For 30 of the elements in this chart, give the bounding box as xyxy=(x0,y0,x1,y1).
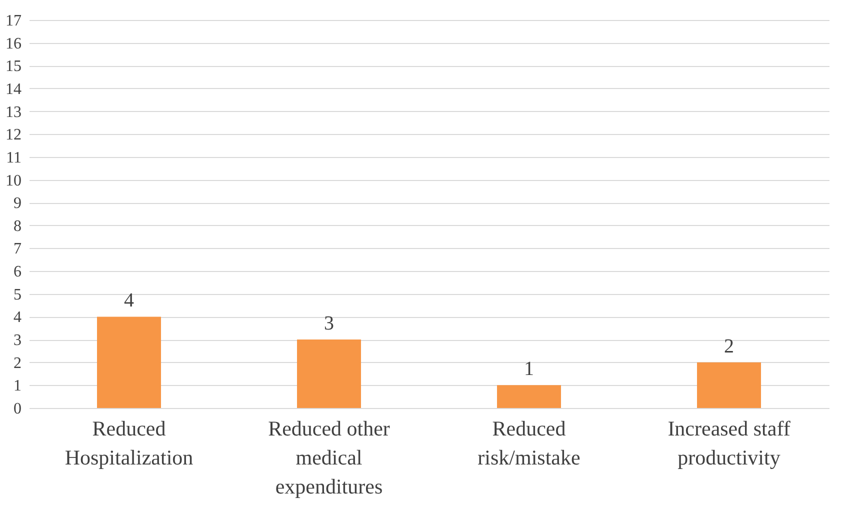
y-tick-label: 11 xyxy=(6,149,22,166)
y-tick-label: 5 xyxy=(14,286,22,304)
y-tick-label: 3 xyxy=(14,332,22,350)
bar xyxy=(297,340,361,408)
y-tick-label: 0 xyxy=(14,400,22,418)
data-label: 3 xyxy=(324,312,334,335)
y-tick-label: 1 xyxy=(14,378,22,395)
bar xyxy=(97,316,161,408)
data-label: 1 xyxy=(524,358,534,380)
y-tick-label: 15 xyxy=(6,58,22,76)
y-tick-label: 12 xyxy=(6,126,22,144)
x-tick-label: Reduced risk/mistake xyxy=(478,416,580,470)
x-tick-label: Reduced other medical expenditures xyxy=(268,416,390,498)
bar xyxy=(497,385,561,408)
y-tick-label: 17 xyxy=(6,12,22,30)
x-tick-label: Increased staff productivity xyxy=(668,416,790,470)
y-tick-label: 4 xyxy=(14,309,22,326)
x-tick-label: Reduced Hospitalization xyxy=(64,416,194,470)
data-label: 2 xyxy=(724,335,734,358)
bar xyxy=(697,362,761,408)
y-tick-label: 14 xyxy=(6,80,22,98)
y-tick-label: 16 xyxy=(6,35,22,52)
y-tick-label: 10 xyxy=(6,172,22,190)
y-tick-label: 9 xyxy=(14,195,22,212)
data-label: 4 xyxy=(124,290,134,312)
y-tick-label: 8 xyxy=(14,218,22,235)
y-tick-label: 2 xyxy=(14,354,22,372)
y-tick-label: 6 xyxy=(14,264,22,281)
y-tick-label: 13 xyxy=(6,104,22,121)
y-tick-label: 7 xyxy=(14,240,22,258)
